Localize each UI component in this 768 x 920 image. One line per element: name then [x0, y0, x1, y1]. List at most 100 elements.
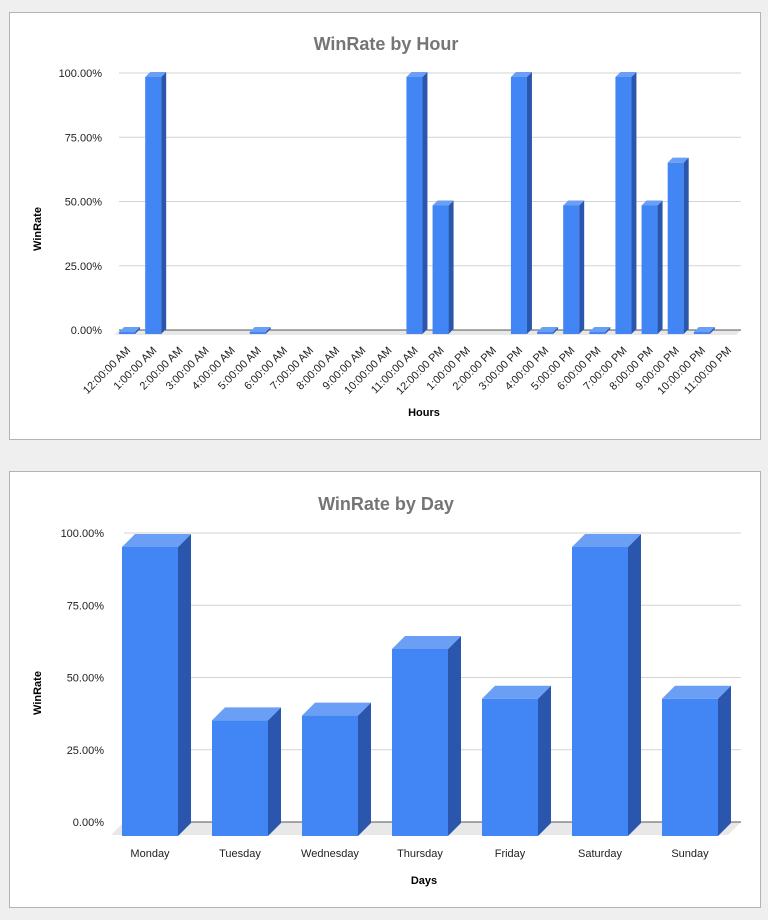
- bar-top: [406, 72, 428, 77]
- bar: [212, 707, 281, 836]
- bar-side: [631, 72, 637, 334]
- bar-side: [709, 327, 715, 334]
- bar-side: [657, 200, 663, 334]
- bar: [667, 157, 689, 334]
- bar-front: [693, 332, 710, 334]
- chart-panel-day: WinRate by Day WinRate Days 0.00% 25.00% 50.0…: [9, 471, 761, 908]
- bar: [482, 685, 551, 836]
- y-tick-label: 25.00%: [67, 745, 105, 757]
- bar-front: [249, 332, 266, 334]
- bar: [249, 327, 271, 334]
- bar: [302, 702, 371, 836]
- y-axis-title: WinRate: [32, 207, 44, 251]
- bar-side: [135, 327, 141, 334]
- bar-side: [448, 635, 461, 836]
- y-tick-label: 0.00%: [73, 817, 104, 829]
- y-tick-label: 0.00%: [71, 325, 102, 337]
- bar: [589, 327, 611, 334]
- x-tick-label: Monday: [130, 848, 170, 860]
- y-axis-title: WinRate: [32, 671, 44, 715]
- bar-top: [572, 534, 641, 547]
- bar-top: [302, 702, 371, 716]
- bar: [537, 327, 559, 334]
- bar-top: [122, 534, 191, 547]
- y-tick-label: 50.00%: [67, 673, 105, 685]
- y-tick-label: 100.00%: [61, 528, 105, 540]
- bar-front: [302, 715, 358, 836]
- bar-front: [615, 77, 632, 334]
- bar-front: [510, 77, 527, 334]
- bar-side: [526, 72, 532, 334]
- bar-side: [605, 327, 611, 334]
- bar: [119, 327, 141, 334]
- bar-front: [641, 205, 658, 334]
- x-tick-label: Friday: [495, 848, 526, 860]
- bar-top: [589, 327, 611, 332]
- bar-front: [667, 162, 684, 334]
- bar-top: [212, 707, 281, 721]
- bar-top: [615, 72, 637, 77]
- chart-title: WinRate by Day: [318, 494, 454, 514]
- x-tick-label: Sunday: [671, 848, 709, 860]
- bar-front: [432, 205, 449, 334]
- bar: [662, 685, 731, 836]
- bar: [572, 534, 641, 836]
- y-tick-label: 25.00%: [65, 261, 103, 273]
- x-axis-title: Days: [411, 875, 437, 887]
- bar-front: [572, 547, 628, 836]
- bar: [510, 72, 532, 334]
- chart-title: WinRate by Hour: [314, 34, 459, 54]
- x-tick-label: Saturday: [578, 848, 623, 860]
- y-tick-label: 75.00%: [67, 600, 105, 612]
- bar-top: [119, 327, 141, 332]
- bar-front: [563, 205, 580, 334]
- bar-side: [268, 707, 281, 836]
- bar-top: [667, 157, 689, 163]
- bar-front: [145, 77, 162, 334]
- bar: [641, 200, 663, 334]
- bar-top: [392, 635, 461, 649]
- x-tick-label: Wednesday: [301, 848, 359, 860]
- bar-front: [406, 77, 423, 334]
- bar: [406, 72, 428, 334]
- bar: [615, 72, 637, 334]
- bar-top: [510, 72, 532, 77]
- bar-top: [641, 200, 663, 206]
- bar: [693, 327, 715, 334]
- bar-side: [422, 72, 428, 334]
- bar-front: [589, 332, 606, 334]
- bar-side: [579, 200, 585, 334]
- y-tick-label: 75.00%: [65, 132, 103, 144]
- bar: [563, 200, 585, 334]
- bar-top: [145, 72, 167, 77]
- bar-front: [662, 698, 718, 836]
- bar: [392, 635, 461, 836]
- bar-side: [161, 72, 167, 334]
- x-axis-title: Hours: [408, 407, 440, 419]
- x-tick-label: Thursday: [397, 848, 443, 860]
- bar-side: [538, 685, 551, 836]
- bar-side: [358, 702, 371, 836]
- bar-front: [119, 332, 136, 334]
- x-tick-label: Tuesday: [219, 848, 261, 860]
- bar-side: [683, 157, 689, 334]
- chart-floor: [114, 330, 741, 335]
- bar-side: [448, 200, 454, 334]
- bar-top: [432, 200, 454, 206]
- y-tick-label: 100.00%: [59, 68, 103, 80]
- bar-top: [662, 685, 731, 699]
- bar-top: [482, 685, 551, 699]
- chart-day: WinRate by Day WinRate Days 0.00% 25.00% 50.0…: [32, 494, 741, 887]
- bar: [145, 72, 167, 334]
- y-tick-label: 50.00%: [65, 197, 103, 209]
- bar-side: [553, 327, 559, 334]
- chart-hour: WinRate by Hour WinRate Hours 0.00% 25.00% 50…: [32, 34, 741, 419]
- bar-side: [628, 534, 641, 836]
- bar-front: [122, 547, 178, 836]
- bar: [432, 200, 454, 334]
- bar-side: [178, 534, 191, 836]
- bar-front: [537, 332, 554, 334]
- bar-top: [537, 327, 559, 332]
- bar-top: [249, 327, 271, 332]
- chart-panel-hour: WinRate by Hour WinRate Hours 0.00% 25.00% 50…: [9, 12, 761, 440]
